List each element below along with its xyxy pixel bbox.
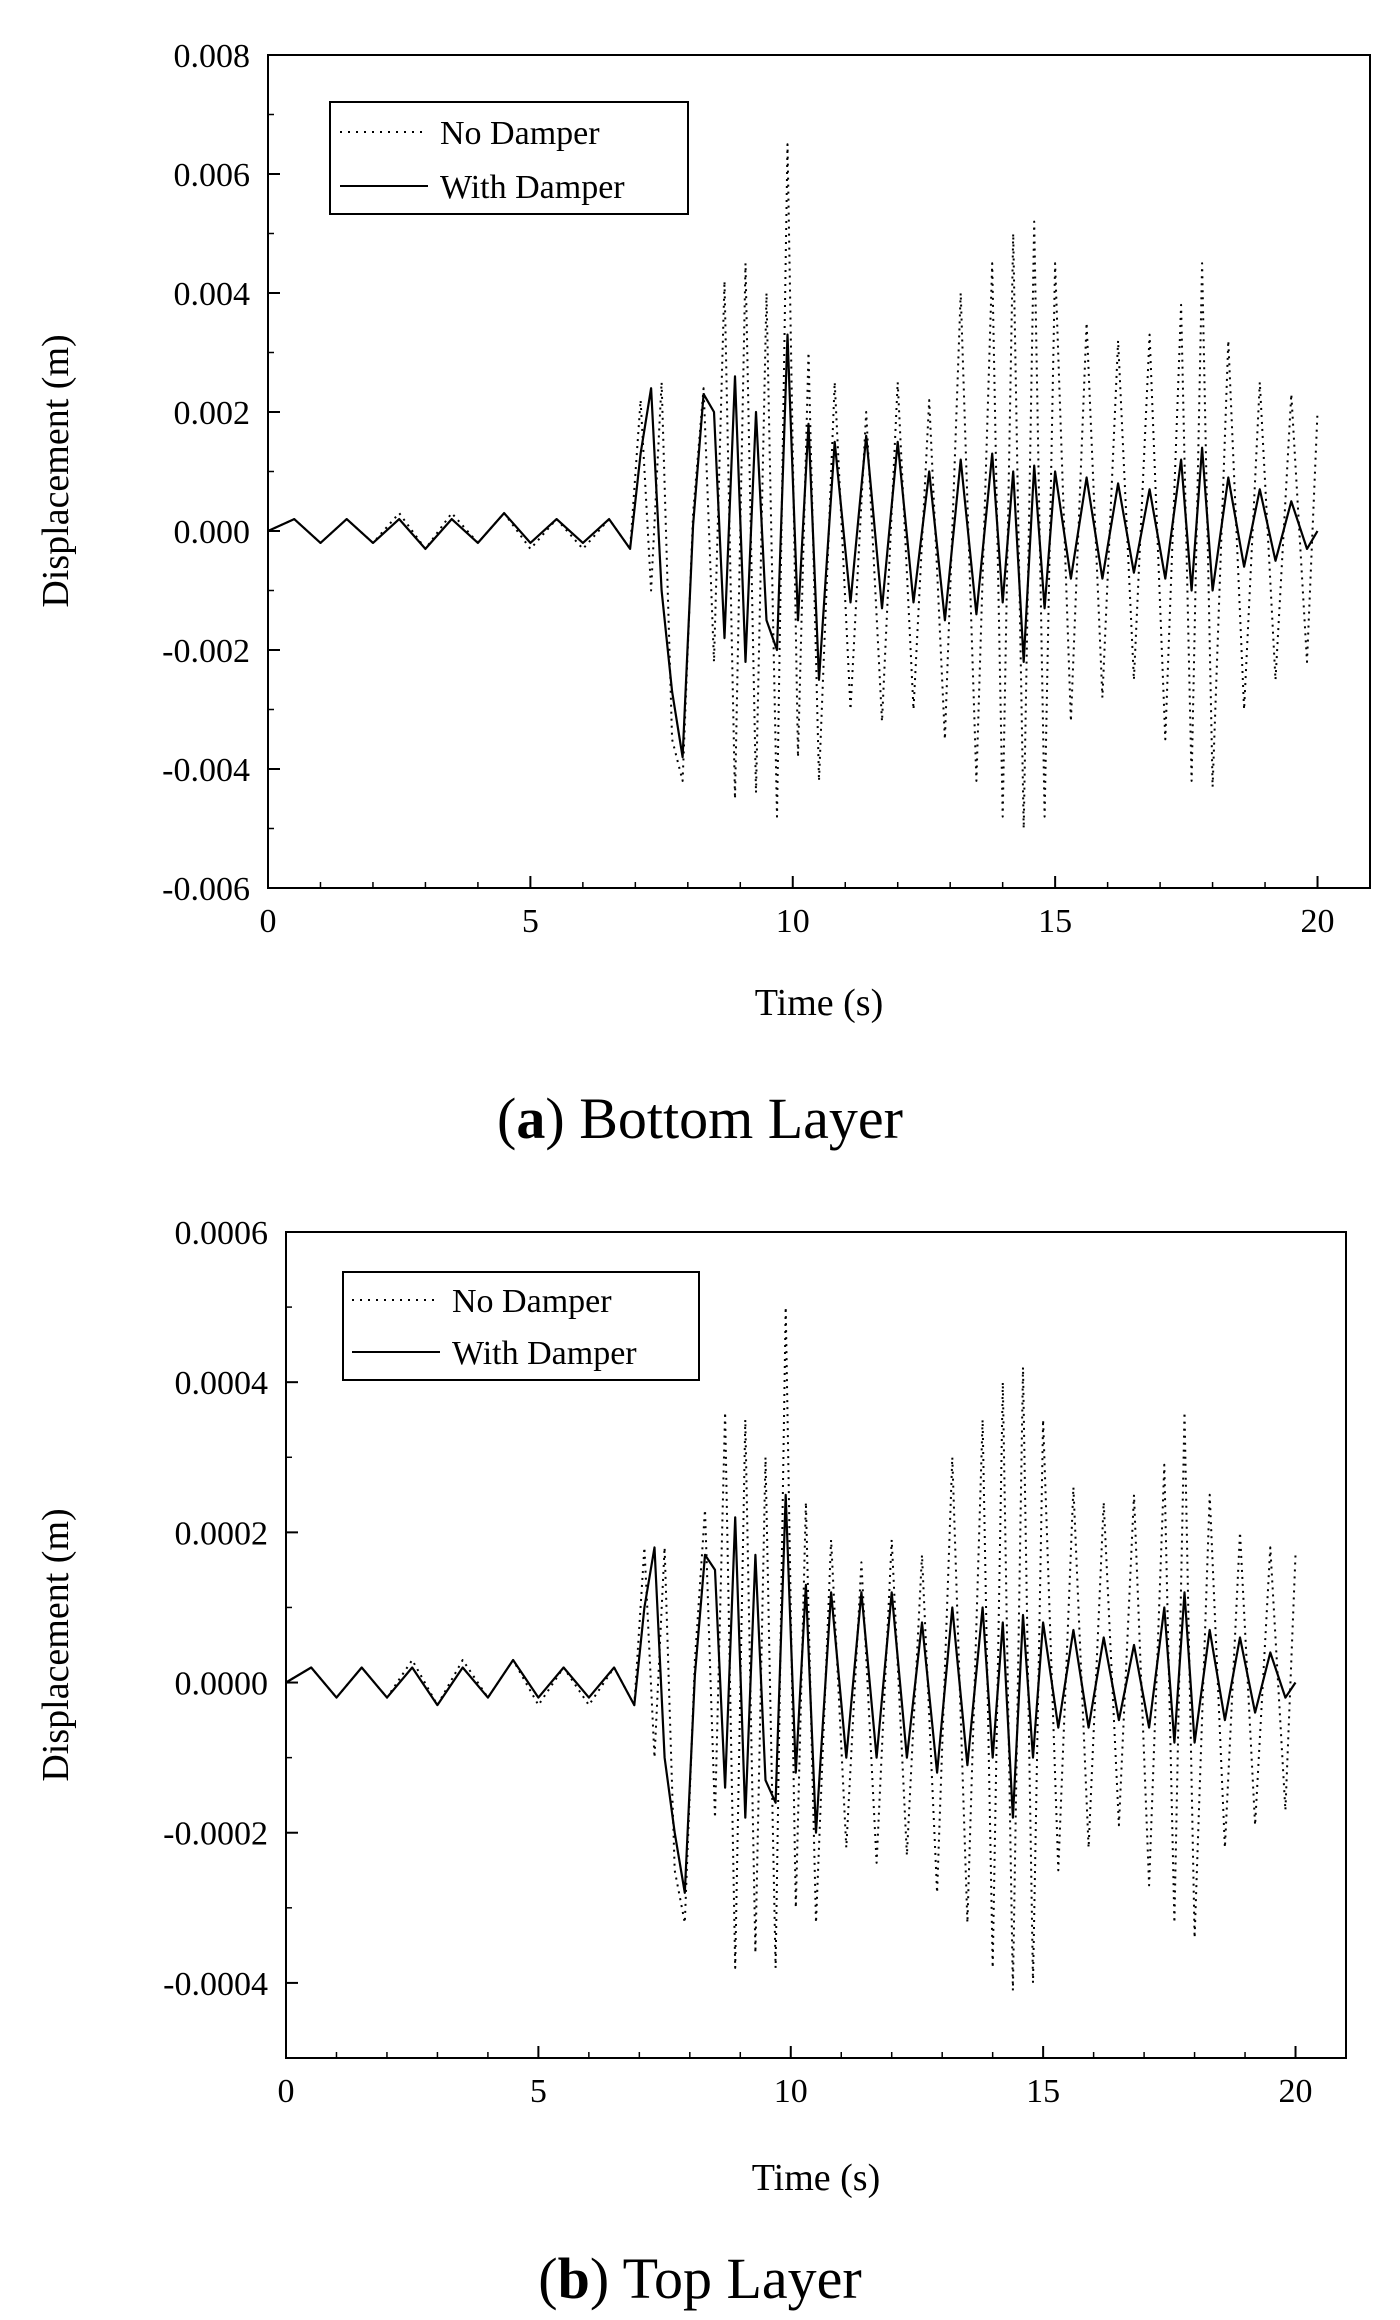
panel-b-top-layer: 0 5 10 15 20 -0.0004 -0.0002 0.0000 0.0002 0.000… [35, 1215, 1347, 2311]
y-axis-label-a: Displacement (m) [35, 334, 77, 607]
y-tick-label-a-2: -0.002 [162, 633, 250, 670]
y-tick-label-b-4: 0.0004 [175, 1365, 269, 1402]
x-tick-label-b-1: 5 [530, 2073, 547, 2110]
legend-frame-b [342, 1271, 700, 1381]
y-tick-label-a-3: 0.000 [174, 514, 251, 551]
y-tick-label-b-5: 0.0006 [175, 1215, 269, 1252]
x-axis-b: 0 5 10 15 20 [278, 2046, 1313, 2110]
x-tick-label-a-4: 20 [1301, 903, 1335, 940]
plot-area-a [267, 143, 1319, 830]
legend-label-no-damper-b: No Damper [452, 1283, 612, 1320]
y-tick-label-a-5: 0.004 [174, 276, 251, 313]
y-tick-label-a-7: 0.008 [174, 38, 251, 75]
series-no-damper-a [267, 143, 1319, 830]
legend-label-no-damper-a: No Damper [440, 115, 600, 152]
panel-a-bottom-layer: 0 5 10 15 20 -0.006 -0.004 -0.002 0.000 0.002 0.0… [35, 38, 1371, 1151]
legend-label-with-damper-b: With Damper [452, 1335, 637, 1372]
caption-letter-a: a [516, 1086, 545, 1151]
legend-frame-a [329, 101, 689, 215]
caption-letter-b: b [558, 2246, 590, 2311]
caption-title-a: Bottom Layer [579, 1086, 903, 1151]
y-tick-label-b-1: -0.0002 [163, 1816, 268, 1853]
y-tick-label-a-4: 0.002 [174, 395, 251, 432]
x-tick-label-b-0: 0 [278, 2073, 295, 2110]
y-tick-label-a-1: -0.004 [162, 752, 250, 789]
x-tick-label-b-2: 10 [774, 2073, 808, 2110]
x-tick-label-a-0: 0 [260, 903, 277, 940]
plot-frame-b [285, 1231, 1347, 2059]
caption-a: (a) Bottom Layer [497, 1086, 903, 1151]
legend-a: No Damper With Damper [329, 101, 689, 215]
caption-b: (b) Top Layer [538, 2246, 861, 2311]
caption-title-b: Top Layer [623, 2246, 862, 2311]
x-axis-label-a: Time (s) [755, 982, 883, 1024]
x-tick-label-a-1: 5 [522, 903, 539, 940]
y-tick-label-b-0: -0.0004 [163, 1966, 268, 2003]
x-tick-label-a-3: 15 [1038, 903, 1072, 940]
y-tick-label-b-2: 0.0000 [175, 1666, 269, 1703]
legend-label-with-damper-a: With Damper [440, 169, 625, 206]
y-tick-label-b-3: 0.0002 [175, 1515, 269, 1552]
y-axis-label-b: Displacement (m) [35, 1508, 77, 1781]
x-tick-label-b-3: 15 [1026, 2073, 1060, 2110]
legend-b: No Damper With Damper [342, 1271, 700, 1381]
series-with-damper-a [267, 333, 1319, 759]
x-tick-label-a-2: 10 [776, 903, 810, 940]
x-tick-label-b-4: 20 [1279, 2073, 1313, 2110]
y-axis-b: -0.0004 -0.0002 0.0000 0.0002 0.0004 0.0006 [163, 1215, 298, 2003]
x-axis-a: 0 5 10 15 20 [260, 876, 1335, 940]
series-with-damper-b [285, 1493, 1297, 1894]
y-tick-label-a-6: 0.006 [174, 157, 251, 194]
x-axis-label-b: Time (s) [752, 2157, 880, 2199]
y-tick-label-a-0: -0.006 [162, 871, 250, 908]
plot-area-b [285, 1306, 1297, 1992]
y-axis-a: -0.006 -0.004 -0.002 0.000 0.002 0.004 0.006 0.… [162, 38, 280, 908]
